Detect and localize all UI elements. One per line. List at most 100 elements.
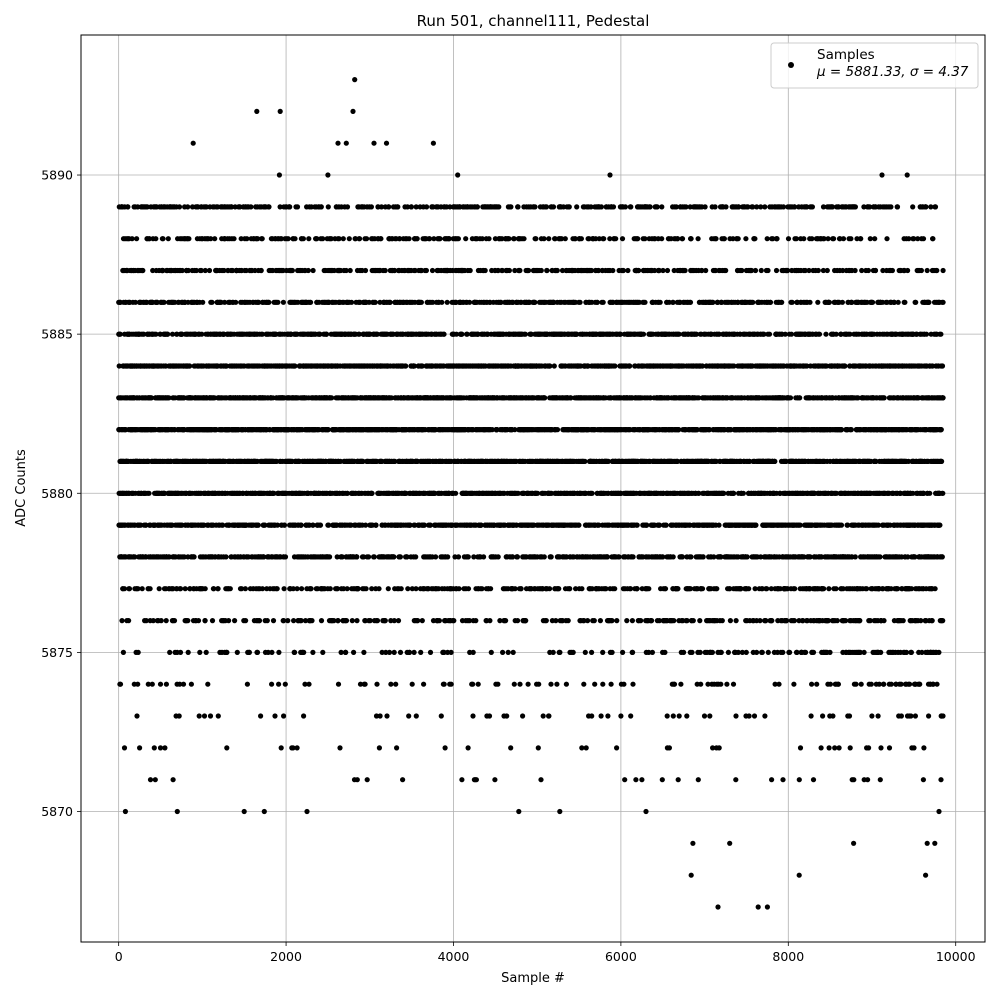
scatter-point (143, 522, 149, 528)
scatter-point (388, 681, 394, 687)
scatter-point (309, 618, 315, 624)
scatter-point (488, 586, 494, 592)
scatter-point (294, 745, 300, 751)
scatter-point (506, 236, 512, 242)
scatter-point (207, 713, 214, 719)
scatter-point (521, 236, 527, 242)
scatter-point (298, 522, 304, 528)
scatter-point (276, 681, 282, 687)
scatter-point (256, 299, 262, 305)
scatter-point (515, 618, 521, 624)
scatter-point (274, 586, 280, 592)
scatter-point (180, 681, 187, 687)
scatter-point (373, 522, 379, 528)
scatter-point (282, 681, 288, 687)
scatter-point (377, 713, 383, 719)
scatter-point (372, 299, 378, 305)
scatter-point (455, 236, 461, 242)
scatter-point (391, 649, 397, 656)
scatter-point (140, 267, 146, 274)
scatter-point (165, 331, 171, 337)
scatter-point (177, 649, 184, 656)
scatter-point (363, 586, 369, 592)
scatter-point (226, 618, 232, 624)
scatter-point (223, 554, 229, 560)
scatter-point (281, 713, 287, 719)
scatter-point (438, 713, 444, 719)
scatter-point (354, 618, 360, 624)
scatter-point (405, 586, 411, 592)
scatter-point (152, 777, 158, 783)
scatter-point (366, 554, 372, 560)
scatter-point (126, 586, 133, 592)
scatter-point (116, 363, 122, 369)
scatter-point (202, 586, 208, 592)
scatter-point (520, 713, 526, 719)
scatter-point (151, 745, 157, 751)
scatter-point (292, 649, 298, 656)
scatter-point (376, 745, 382, 751)
scatter-point (451, 618, 457, 624)
scatter-point (269, 649, 275, 656)
scatter-point (160, 236, 166, 242)
scatter-point (167, 649, 173, 656)
scatter-point (487, 618, 493, 624)
scatter-point (384, 713, 390, 719)
scatter-point (255, 522, 261, 528)
scatter-point (522, 331, 529, 337)
scatter-point (201, 713, 208, 719)
scatter-point (271, 490, 277, 496)
data-points (116, 77, 946, 910)
scatter-point (324, 331, 330, 337)
scatter-point (146, 490, 152, 496)
scatter-point (157, 681, 164, 687)
scatter-point (406, 649, 413, 656)
scatter-point (305, 267, 311, 274)
scatter-point (508, 745, 514, 751)
scatter-point (224, 745, 230, 751)
scatter-point (335, 681, 342, 687)
scatter-point (308, 299, 314, 305)
scatter-point (254, 649, 261, 656)
scatter-point (349, 299, 355, 305)
scatter-point (161, 299, 167, 305)
scatter-point (459, 331, 465, 337)
scatter-point (351, 649, 357, 656)
scatter-point (518, 586, 524, 592)
scatter-point (292, 236, 298, 242)
scatter-point (209, 299, 215, 305)
scatter-point (153, 331, 159, 337)
scatter-point (278, 745, 284, 751)
scatter-point (391, 554, 397, 560)
scatter-point (166, 395, 172, 401)
scatter-point (187, 363, 193, 369)
scatter-point (318, 618, 325, 624)
scatter-point (361, 649, 367, 656)
scatter-point (269, 681, 275, 687)
scatter-point (448, 649, 454, 656)
scatter-point (335, 618, 341, 624)
scatter-point (299, 586, 305, 592)
scatter-point (195, 618, 202, 624)
scatter-point (492, 777, 498, 783)
scatter-point (266, 204, 272, 210)
scatter-point (362, 267, 369, 274)
scatter-point (199, 331, 205, 337)
scatter-point (496, 204, 502, 210)
scatter-point (154, 299, 160, 305)
scatter-point (150, 618, 156, 624)
scatter-point (421, 681, 427, 687)
scatter-point (281, 586, 287, 592)
scatter-point (162, 745, 168, 751)
scatter-point (294, 586, 300, 592)
scatter-point (147, 586, 153, 592)
scatter-point (243, 618, 249, 624)
scatter-point (495, 681, 501, 687)
scatter-point (369, 490, 375, 496)
scatter-point (228, 204, 235, 210)
scatter-point (198, 267, 204, 274)
scatter-point (327, 554, 333, 560)
scatter-point (239, 586, 245, 592)
scatter-point (423, 267, 429, 274)
scatter-point (281, 618, 287, 624)
